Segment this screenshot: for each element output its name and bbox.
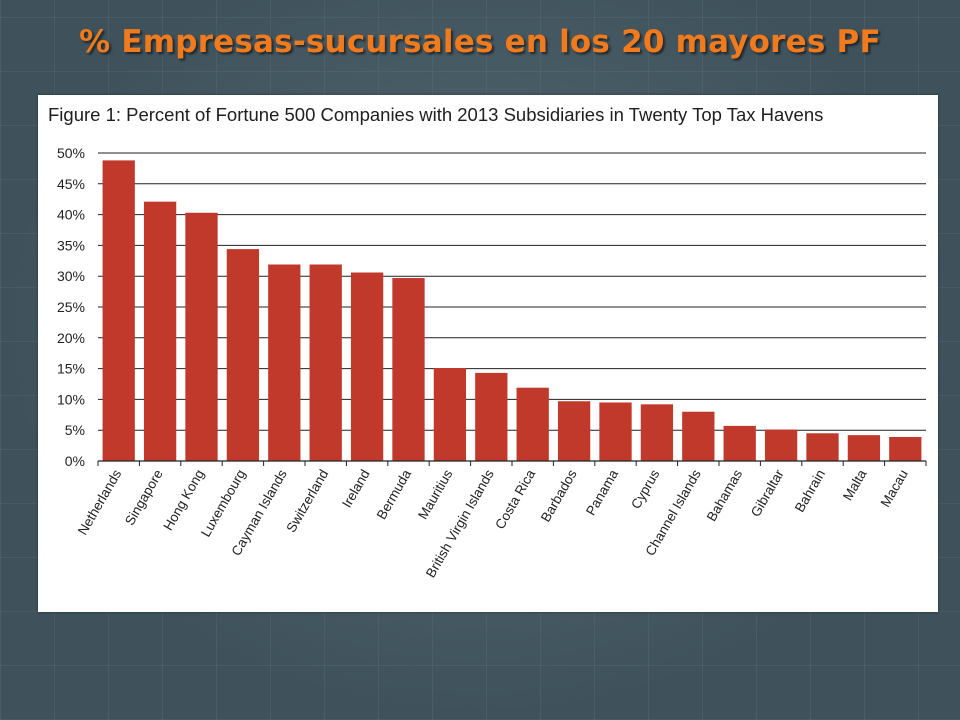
x-tick-label: Switzerland (283, 467, 331, 535)
x-tick-label: Bahrain (792, 467, 828, 515)
bar (226, 249, 260, 461)
y-tick-label: 15% (57, 361, 85, 377)
bar (682, 411, 715, 461)
x-tick-label: Cyprus (628, 467, 662, 512)
bar (640, 404, 674, 461)
bar (350, 272, 384, 461)
x-tick-label: Hong Kong (160, 467, 207, 533)
bar (102, 160, 135, 461)
x-tick-label: Netherlands (75, 467, 125, 538)
y-tick-label: 25% (57, 299, 85, 315)
bar (599, 402, 632, 461)
x-tick-label: Bahamas (704, 467, 746, 524)
bar (847, 435, 881, 461)
x-tick-label: Gibraltar (748, 467, 787, 520)
y-axis-ticks: 0% 5% 10% 15% 20% 25% 30% 35% 40% 45% 50% (57, 145, 85, 469)
x-tick-label: Ireland (339, 467, 373, 510)
x-tick-label: Macau (878, 467, 911, 510)
y-tick-label: 10% (57, 391, 85, 407)
gridlines (98, 152, 926, 431)
bar (806, 433, 839, 461)
bar (723, 425, 756, 461)
x-tick-label: Mauritius (415, 467, 455, 522)
bar (557, 401, 591, 461)
bar (268, 264, 301, 461)
bar-chart: 0% 5% 10% 15% 20% 25% 30% 35% 40% 45% 50% Netherla… (57, 145, 927, 580)
bar (392, 278, 425, 461)
chart-title: Figure 1: Percent of Fortune 500 Compani… (48, 104, 824, 125)
bar (475, 372, 508, 461)
x-tick-label: Barbados (538, 467, 580, 525)
y-tick-label: 50% (57, 145, 85, 161)
y-tick-label: 45% (57, 176, 85, 192)
bar (309, 264, 342, 461)
y-tick-label: 35% (57, 237, 85, 253)
bars (102, 160, 922, 461)
y-tick-label: 30% (57, 268, 85, 284)
bar (516, 387, 549, 461)
slide-title: % Empresas-sucursales en los 20 mayores … (79, 24, 881, 60)
y-tick-label: 20% (57, 330, 85, 346)
x-tick-label: Bermuda (374, 467, 415, 522)
y-tick-label: 5% (65, 422, 85, 438)
chart-figure: Figure 1: Percent of Fortune 500 Compani… (38, 95, 938, 612)
x-tick-label: Singapore (122, 467, 166, 528)
x-tick-label: Costa Rica (492, 467, 538, 532)
y-tick-label: 0% (65, 453, 85, 469)
bar (889, 436, 922, 461)
y-tick-label: 40% (57, 207, 85, 223)
bar (143, 201, 177, 461)
bar (185, 212, 218, 461)
x-tick-label: Panama (583, 467, 621, 518)
bar (433, 367, 467, 461)
bar (764, 429, 798, 461)
x-tick-label: Malta (840, 467, 870, 504)
